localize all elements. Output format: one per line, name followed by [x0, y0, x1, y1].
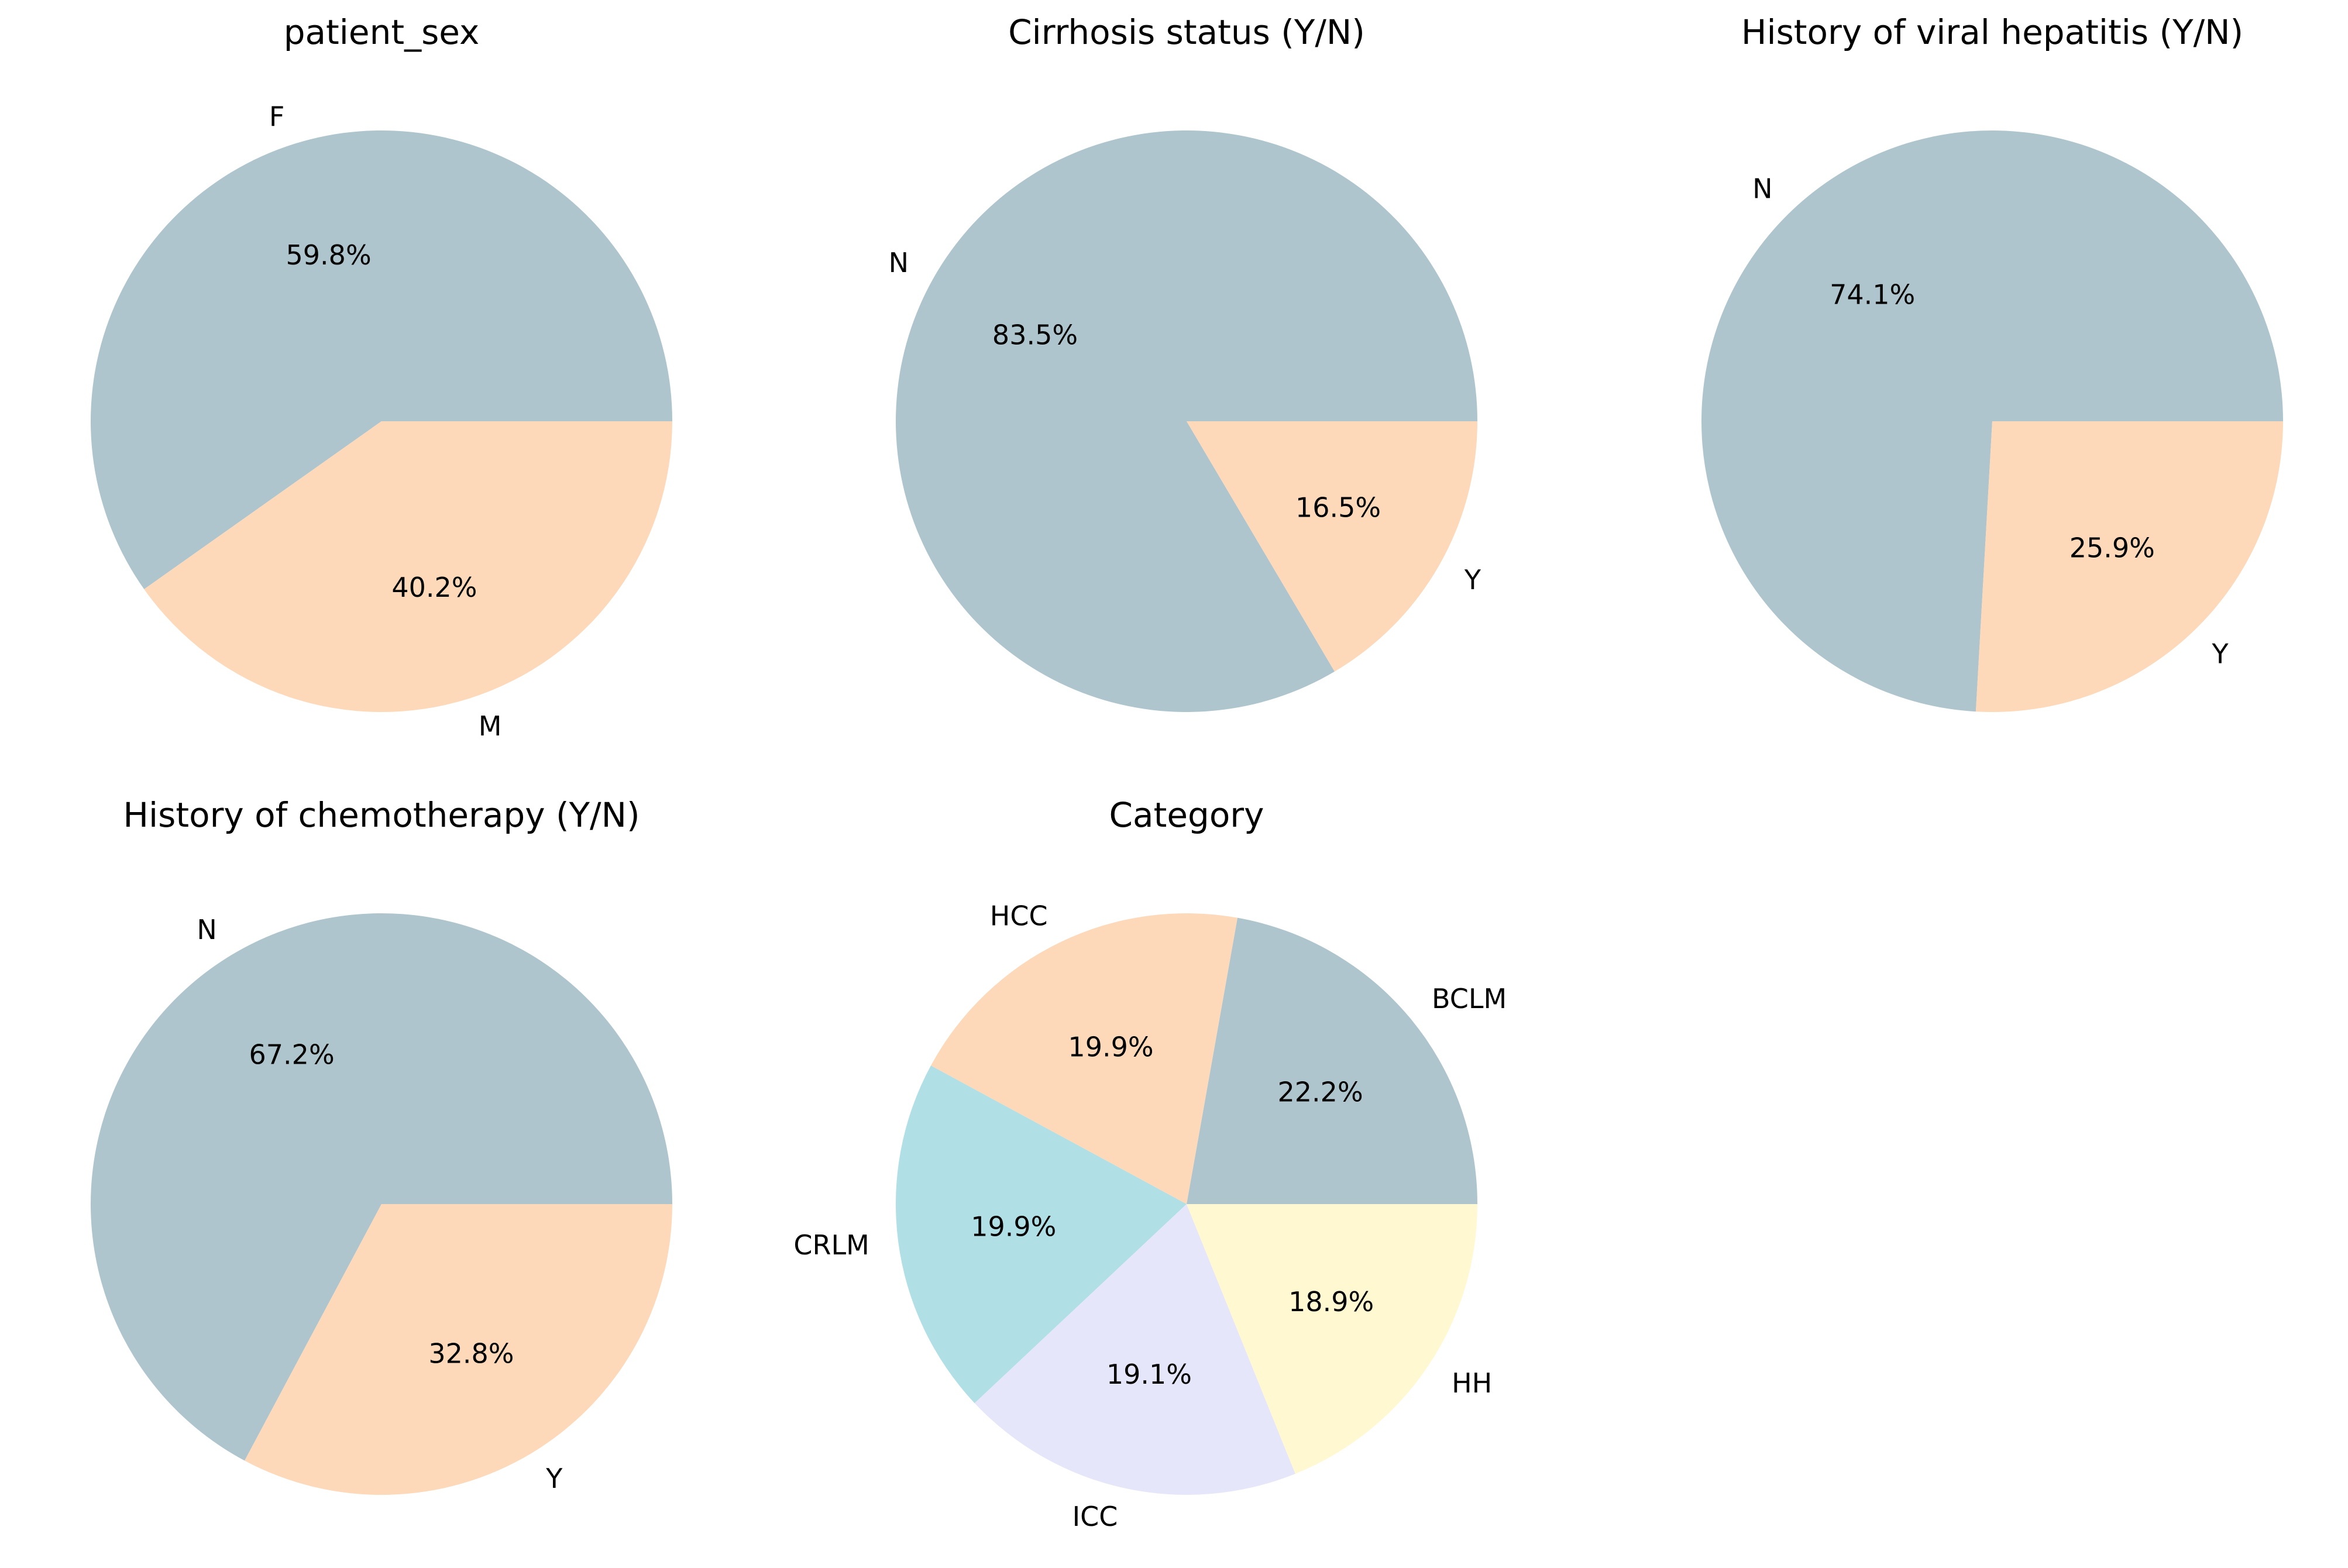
slice-label-hh: HH	[1452, 1367, 1492, 1399]
pie-slice-n	[895, 130, 1477, 712]
pie-chart-viral-hepatitis: History of viral hepatitis (Y/N) N 74.1% Y…	[1701, 12, 2283, 713]
slice-percent-n: 67.2%	[249, 1039, 335, 1070]
chart-title: History of chemotherapy (Y/N)	[123, 795, 640, 835]
pie-slice-m	[144, 421, 672, 712]
slice-label-m: M	[479, 710, 502, 742]
pie-slices: N 74.1% Y 25.9%	[1701, 130, 2283, 713]
slice-label-crlm: CRLM	[793, 1229, 869, 1261]
slice-label-y: Y	[2212, 638, 2229, 669]
slice-percent-f: 59.8%	[286, 239, 372, 271]
slice-percent-bclm: 22.2%	[1278, 1077, 1363, 1108]
slice-percent-hcc: 19.9%	[1068, 1031, 1153, 1062]
pie-slice-hcc	[930, 913, 1237, 1204]
slice-percent-icc: 19.1%	[1106, 1359, 1192, 1390]
slice-label-bclm: BCLM	[1432, 983, 1507, 1015]
pie-slice-y	[1187, 421, 1477, 672]
slice-label-n: N	[1752, 173, 1772, 205]
pie-slice-y	[245, 1204, 672, 1495]
slice-label-y: Y	[545, 1463, 563, 1494]
slice-percent-y: 32.8%	[428, 1338, 514, 1370]
pie-slice-n	[90, 913, 673, 1461]
slice-label-hcc: HCC	[990, 900, 1048, 932]
slice-label-icc: ICC	[1072, 1501, 1118, 1532]
pie-slice-crlm	[895, 1065, 1187, 1404]
pie-chart-category: Category BCLM 22.2% HCC 19.9% CRLM 19.9% ICC 19…	[793, 795, 1507, 1532]
slice-label-y: Y	[1464, 564, 1481, 596]
pie-slice-hh	[1187, 1204, 1477, 1474]
pie-slices: N 67.2% Y 32.8%	[90, 913, 673, 1495]
pie-slice-f	[90, 130, 672, 590]
slice-label-f: F	[269, 101, 284, 132]
pie-slice-icc	[974, 1204, 1295, 1495]
pie-slice-y	[1975, 421, 2283, 713]
pie-slice-n	[1701, 130, 2283, 712]
pie-slice-bclm	[1187, 917, 1477, 1204]
pie-chart-cirrhosis-status: Cirrhosis status (Y/N) N 83.5% Y 16.5%	[889, 12, 1481, 712]
chart-title: Category	[1109, 795, 1264, 835]
slice-label-n: N	[197, 914, 216, 945]
pie-slices: BCLM 22.2% HCC 19.9% CRLM 19.9% ICC 19.1% HH 18.9…	[793, 900, 1507, 1532]
slice-percent-y: 25.9%	[2069, 532, 2155, 564]
chart-title: Cirrhosis status (Y/N)	[1008, 12, 1365, 52]
pie-slices: F 59.8% M 40.2%	[90, 101, 672, 742]
slice-percent-hh: 18.9%	[1288, 1286, 1374, 1318]
slice-percent-m: 40.2%	[391, 572, 477, 603]
pie-slices: N 83.5% Y 16.5%	[889, 130, 1481, 712]
pie-chart-chemotherapy: History of chemotherapy (Y/N) N 67.2% Y 32.…	[90, 795, 673, 1495]
chart-title: patient_sex	[284, 12, 480, 52]
pie-chart-patient-sex: patient_sex F 59.8% M 40.2%	[90, 12, 672, 742]
slice-percent-n: 83.5%	[992, 319, 1078, 350]
slice-percent-y: 16.5%	[1295, 492, 1381, 524]
slice-percent-crlm: 19.9%	[971, 1211, 1056, 1242]
slice-label-n: N	[889, 247, 909, 278]
slice-percent-n: 74.1%	[1830, 278, 1915, 310]
chart-title: History of viral hepatitis (Y/N)	[1741, 12, 2243, 52]
